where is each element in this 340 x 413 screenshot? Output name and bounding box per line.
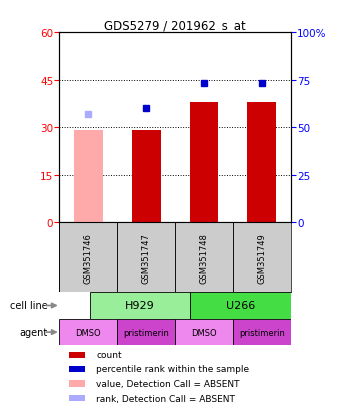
- Title: GDS5279 / 201962_s_at: GDS5279 / 201962_s_at: [104, 19, 246, 32]
- Bar: [117, 319, 175, 346]
- Text: DMSO: DMSO: [191, 328, 217, 337]
- Bar: [175, 223, 233, 292]
- Text: pristimerin: pristimerin: [239, 328, 285, 337]
- Bar: [190, 103, 218, 223]
- Text: GSM351749: GSM351749: [257, 233, 266, 283]
- Bar: [233, 223, 291, 292]
- Bar: [69, 395, 85, 401]
- Text: cell line: cell line: [10, 301, 48, 311]
- Text: DMSO: DMSO: [75, 328, 101, 337]
- Bar: [59, 223, 117, 292]
- Bar: [190, 292, 291, 319]
- Text: percentile rank within the sample: percentile rank within the sample: [97, 365, 250, 373]
- Bar: [233, 319, 291, 346]
- Text: H929: H929: [125, 301, 155, 311]
- Text: GSM351747: GSM351747: [142, 232, 151, 283]
- Bar: [69, 380, 85, 387]
- Text: pristimerin: pristimerin: [123, 328, 169, 337]
- Bar: [69, 366, 85, 372]
- Bar: [90, 292, 190, 319]
- Bar: [69, 352, 85, 358]
- Text: GSM351748: GSM351748: [200, 232, 208, 283]
- Text: agent: agent: [20, 328, 48, 337]
- Bar: [117, 223, 175, 292]
- Text: rank, Detection Call = ABSENT: rank, Detection Call = ABSENT: [97, 394, 235, 403]
- Text: GSM351746: GSM351746: [84, 232, 93, 283]
- Bar: [74, 131, 103, 223]
- Text: U266: U266: [226, 301, 255, 311]
- Bar: [175, 319, 233, 346]
- Bar: [132, 131, 161, 223]
- Text: value, Detection Call = ABSENT: value, Detection Call = ABSENT: [97, 379, 240, 388]
- Bar: [59, 319, 117, 346]
- Text: count: count: [97, 351, 122, 360]
- Bar: [247, 103, 276, 223]
